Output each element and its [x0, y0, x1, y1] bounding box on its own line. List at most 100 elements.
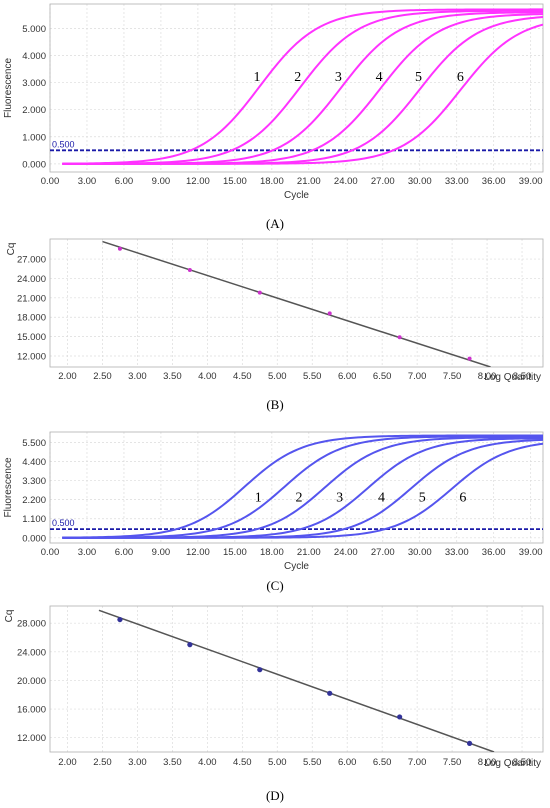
y-tick-label: 24.000	[17, 647, 46, 658]
amplification-curve-3	[62, 11, 543, 165]
plot-frame	[49, 431, 544, 544]
grid-lines	[49, 432, 543, 543]
panel-label-c: (C)	[266, 578, 284, 593]
x-tick-label: 5.50	[303, 757, 322, 768]
x-tick-label: 36.00	[482, 176, 506, 187]
x-tick-label: 4.50	[233, 757, 252, 768]
x-tick-label: 8.00	[478, 371, 497, 382]
data-point	[397, 335, 402, 340]
x-tick-label: 39.00	[519, 547, 543, 558]
x-tick-label: 7.50	[443, 757, 462, 768]
standard-curve-chart-b: 2.00 2.50 3.00 3.50 4.00 4.50 5.00 5.50 6.00 6.50…	[6, 238, 544, 383]
x-tick-label: 7.50	[443, 371, 462, 382]
x-tick-label: 24.00	[334, 547, 358, 558]
amplification-curve-4	[62, 437, 543, 539]
y-tick-label: 24.000	[17, 274, 46, 285]
curves	[62, 434, 543, 539]
x-tick-label: 12.00	[186, 547, 210, 558]
threshold-label: 0.500	[52, 139, 75, 149]
x-tick-label: 39.00	[519, 176, 543, 187]
curve-number-label: 1	[255, 490, 262, 505]
x-tick-label: 30.00	[408, 547, 432, 558]
data-point	[117, 616, 123, 623]
x-tick-label: 36.00	[482, 547, 506, 558]
amplification-chart-c: 0.00 3.00 6.00 9.00 12.00 15.00 18.00 21.00 24.0…	[3, 431, 544, 572]
grid-lines	[50, 606, 543, 752]
x-tick-label: 6.50	[373, 371, 392, 382]
y-tick-label: 18.000	[17, 313, 46, 324]
curve-number-label: 6	[459, 490, 466, 505]
curve-number-label: 5	[415, 70, 422, 85]
y-tick-label: 1.000	[22, 132, 46, 143]
y-tick-label: 1.100	[22, 514, 46, 525]
x-tick-label: 6.00	[115, 176, 134, 187]
x-tick-label: 3.00	[128, 757, 147, 768]
curve-number-label: 6	[457, 70, 464, 85]
x-tick-label: 5.00	[268, 757, 287, 768]
data-point	[397, 714, 403, 720]
y-tick-label: 5.000	[22, 24, 46, 35]
y-tick-label: 20.000	[17, 676, 46, 687]
data-point	[257, 290, 262, 295]
x-tick-label: 27.00	[371, 176, 395, 187]
amplification-curve-2	[62, 9, 543, 165]
panel-label-a: (A)	[265, 216, 285, 231]
x-tick-label: 21.00	[297, 547, 321, 558]
standard-curve-chart-d: 2.00 2.50 3.00 3.50 4.00 4.50 5.00 5.50 6.00 6.50…	[4, 605, 544, 769]
x-tick-label: 15.00	[223, 176, 247, 187]
x-tick-label: 27.00	[371, 547, 395, 558]
y-tick-label: 12.000	[17, 352, 46, 363]
y-tick-label: 4.400	[22, 457, 46, 468]
x-tick-label: 15.00	[223, 547, 247, 558]
threshold-label: 0.500	[52, 518, 75, 528]
amplification-curve-6	[62, 23, 543, 165]
x-tick-label: 33.00	[445, 547, 469, 558]
y-axis-title: Cq	[4, 610, 15, 623]
y-axis-title: Fluorescence	[3, 457, 14, 517]
curve-number-label: 4	[378, 490, 385, 505]
x-tick-label: 4.00	[198, 757, 217, 768]
grid-lines	[50, 239, 543, 367]
y-tick-label: 28.000	[17, 619, 46, 630]
curve-number-label: 4	[376, 70, 383, 85]
panel-label-b: (B)	[266, 397, 284, 412]
curve-number-label: 1	[254, 70, 261, 85]
x-tick-label: 7.00	[408, 371, 427, 382]
x-tick-label: 5.00	[268, 371, 287, 382]
x-tick-label: 6.00	[338, 757, 357, 768]
x-tick-label: 8.00	[478, 757, 497, 768]
x-tick-label: 24.00	[334, 176, 358, 187]
y-tick-label: 16.000	[17, 705, 46, 716]
x-tick-label: 18.00	[260, 176, 284, 187]
amplification-curve-3	[62, 436, 543, 539]
curve-number-label: 5	[419, 490, 426, 505]
x-tick-label: 33.00	[445, 176, 469, 187]
grid-lines	[49, 4, 543, 172]
data-point	[467, 356, 472, 361]
regression-line	[98, 609, 495, 752]
data-point	[257, 667, 263, 673]
x-tick-label: 3.00	[78, 176, 97, 187]
y-tick-label: 21.000	[17, 293, 46, 304]
y-axis-title: Fluorescence	[3, 58, 14, 118]
x-tick-label: 4.50	[233, 371, 252, 382]
amplification-curve-2	[62, 435, 543, 539]
y-axis-title: Cq	[6, 243, 17, 256]
y-tick-label: 5.500	[22, 438, 46, 449]
x-tick-label: 6.00	[338, 371, 357, 382]
y-tick-label: 2.200	[22, 495, 46, 506]
x-tick-label: 0.00	[41, 547, 60, 558]
y-tick-label: 3.300	[22, 476, 46, 487]
y-tick-label: 0.000	[22, 533, 46, 544]
data-point	[187, 268, 192, 273]
curve-number-label: 3	[335, 70, 342, 85]
x-tick-label: 9.00	[152, 547, 171, 558]
x-tick-label: 8.50	[513, 757, 532, 768]
plot-frame	[49, 3, 544, 173]
x-tick-label: 8.50	[513, 371, 532, 382]
plot-frame	[49, 605, 544, 753]
x-tick-label: 6.00	[115, 547, 134, 558]
amplification-curve-5	[62, 438, 543, 539]
curve-number-label: 2	[295, 490, 302, 505]
x-tick-label: 9.00	[152, 176, 171, 187]
